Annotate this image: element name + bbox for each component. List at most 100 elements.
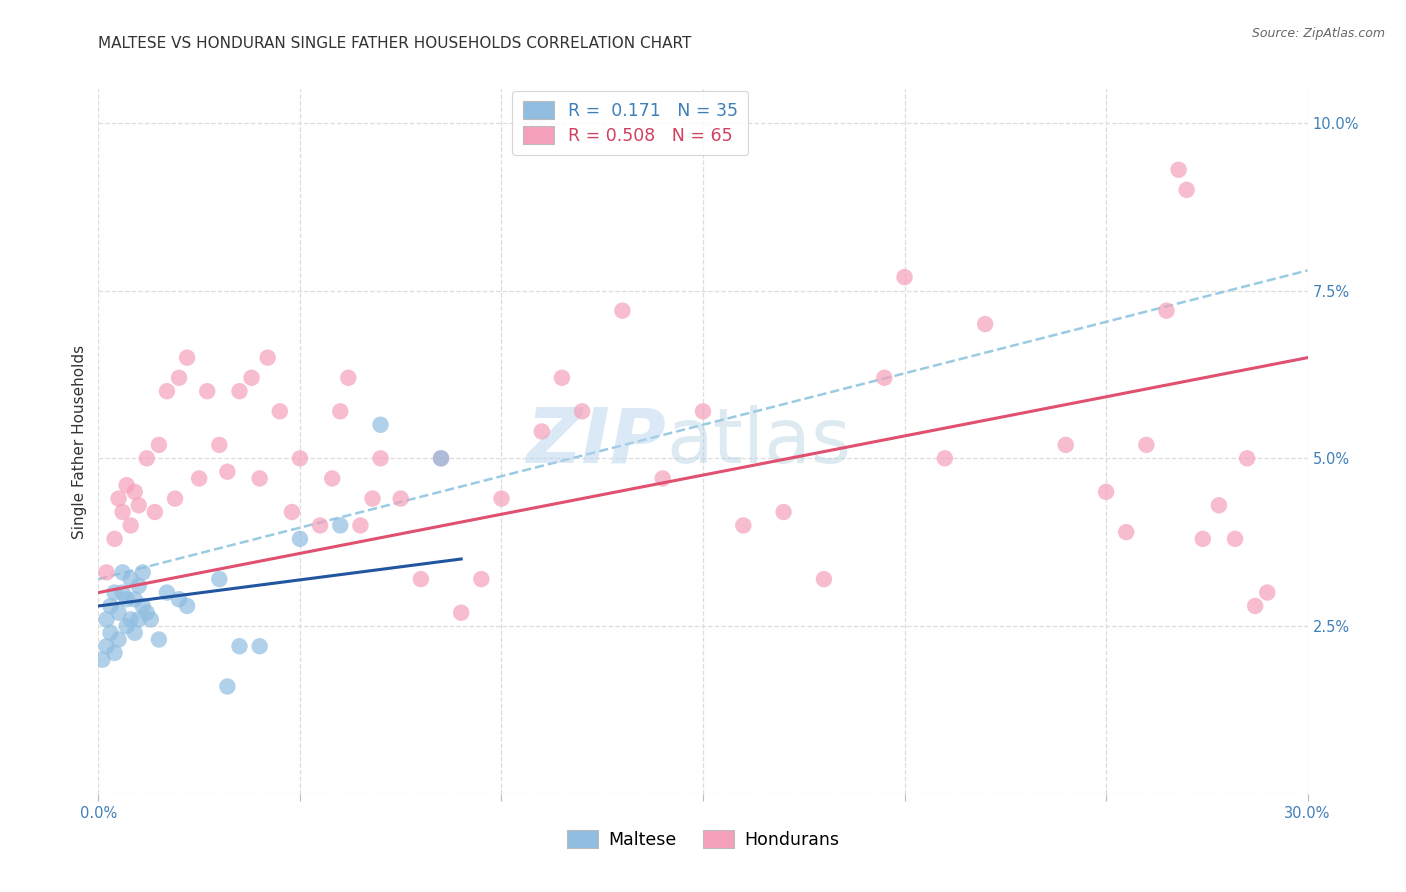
Point: [128, 612, 150, 626]
Point: [120, 612, 142, 626]
Point: [120, 572, 142, 586]
Point: [1191, 532, 1213, 546]
Point: [409, 572, 432, 586]
Point: [430, 451, 453, 466]
Point: [329, 404, 352, 418]
Text: MALTESE VS HONDURAN SINGLE FATHER HOUSEHOLDS CORRELATION CHART: MALTESE VS HONDURAN SINGLE FATHER HOUSEH…: [98, 36, 692, 51]
Point: [470, 572, 492, 586]
Point: [1175, 183, 1198, 197]
Point: [329, 518, 352, 533]
Text: atlas: atlas: [666, 405, 852, 478]
Point: [571, 404, 593, 418]
Point: [135, 451, 157, 466]
Point: [772, 505, 794, 519]
Point: [974, 317, 997, 331]
Point: [208, 572, 231, 586]
Point: [309, 518, 332, 533]
Point: [551, 371, 574, 385]
Point: [91, 653, 114, 667]
Text: Source: ZipAtlas.com: Source: ZipAtlas.com: [1251, 27, 1385, 40]
Point: [139, 612, 162, 626]
Point: [195, 384, 218, 399]
Point: [337, 371, 360, 385]
Point: [124, 625, 146, 640]
Point: [491, 491, 513, 506]
Point: [349, 518, 371, 533]
Point: [111, 505, 134, 519]
Point: [249, 471, 271, 485]
Point: [1156, 303, 1178, 318]
Point: [288, 532, 311, 546]
Point: [228, 384, 250, 399]
Point: [124, 484, 146, 499]
Point: [103, 646, 125, 660]
Point: [240, 371, 263, 385]
Point: [893, 270, 915, 285]
Point: [1167, 162, 1189, 177]
Point: [217, 465, 239, 479]
Point: [361, 491, 384, 506]
Point: [148, 438, 170, 452]
Point: [873, 371, 896, 385]
Point: [217, 680, 239, 694]
Point: [96, 612, 118, 626]
Point: [188, 471, 211, 485]
Point: [1244, 599, 1267, 613]
Point: [256, 351, 278, 365]
Point: [107, 606, 129, 620]
Point: [128, 498, 150, 512]
Point: [612, 303, 634, 318]
Point: [96, 639, 118, 653]
Point: [370, 451, 392, 466]
Point: [96, 566, 118, 580]
Point: [288, 451, 311, 466]
Point: [120, 518, 142, 533]
Point: [692, 404, 714, 418]
Point: [115, 478, 138, 492]
Point: [934, 451, 956, 466]
Point: [167, 592, 190, 607]
Point: [450, 606, 472, 620]
Point: [103, 532, 125, 546]
Point: [208, 438, 231, 452]
Point: [128, 579, 150, 593]
Point: [111, 585, 134, 599]
Point: [370, 417, 392, 432]
Point: [148, 632, 170, 647]
Point: [107, 491, 129, 506]
Point: [156, 585, 179, 599]
Point: [107, 632, 129, 647]
Point: [228, 639, 250, 653]
Point: [1208, 498, 1230, 512]
Point: [1236, 451, 1258, 466]
Point: [530, 425, 553, 439]
Point: [103, 585, 125, 599]
Point: [430, 451, 453, 466]
Point: [1135, 438, 1157, 452]
Point: [1115, 525, 1137, 540]
Point: [100, 625, 122, 640]
Point: [321, 471, 343, 485]
Point: [100, 599, 122, 613]
Point: [115, 592, 138, 607]
Point: [167, 371, 190, 385]
Point: [813, 572, 835, 586]
Point: [143, 505, 166, 519]
Point: [115, 619, 138, 633]
Point: [132, 566, 155, 580]
Point: [1095, 484, 1118, 499]
Point: [651, 471, 673, 485]
Point: [111, 566, 134, 580]
Point: [1223, 532, 1246, 546]
Point: [124, 592, 146, 607]
Point: [733, 518, 755, 533]
Y-axis label: Single Father Households: Single Father Households: [72, 344, 87, 539]
Legend: Maltese, Hondurans: Maltese, Hondurans: [560, 823, 846, 855]
Text: ZIP: ZIP: [527, 405, 666, 478]
Point: [132, 599, 155, 613]
Point: [176, 599, 198, 613]
Point: [163, 491, 186, 506]
Point: [1054, 438, 1077, 452]
Point: [135, 606, 157, 620]
Point: [1256, 585, 1278, 599]
